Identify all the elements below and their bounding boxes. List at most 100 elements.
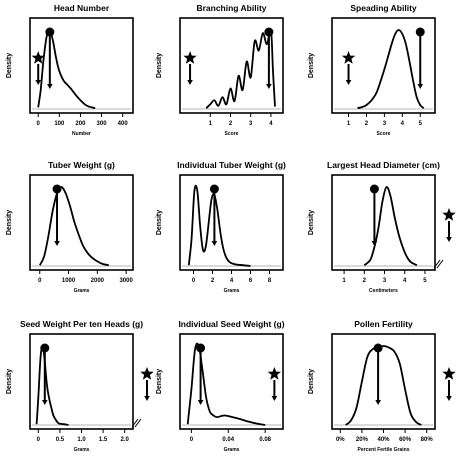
down-arrow-icon: [197, 400, 204, 405]
density-curve: [38, 186, 110, 267]
x-axis-label: Centimeters: [369, 288, 398, 294]
down-arrow-icon: [35, 80, 42, 85]
density-curve: [187, 184, 251, 267]
axis-break-mark: [433, 259, 441, 269]
down-arrow-icon: [345, 80, 352, 85]
x-tick-label: 3: [249, 121, 253, 127]
plot-frame: [331, 174, 436, 271]
y-axis-label: Density: [6, 53, 13, 78]
x-axis-label: Score: [377, 131, 391, 137]
x-tick-label: 0.08: [259, 437, 271, 443]
panel-title: Individual Tuber Weight (g): [177, 160, 286, 170]
x-axis-label: Percent Fertile Grains: [358, 447, 410, 453]
x-tick-label: 0%: [336, 437, 345, 443]
x-tick-label: 5: [423, 278, 427, 284]
x-tick-label: 2000: [91, 278, 105, 284]
x-tick-label: 4: [230, 278, 234, 284]
axis-break-mark: [436, 259, 444, 269]
down-arrow-icon: [47, 84, 53, 89]
down-arrow-icon: [41, 400, 48, 405]
panel-title: Seed Weight Per ten Heads (g): [20, 319, 143, 329]
x-tick-label: 2.0: [121, 437, 130, 443]
panel-title: Pollen Fertility: [354, 319, 413, 329]
x-tick-label: 80%: [421, 437, 434, 443]
panel-title: Largest Head Diameter (cm): [327, 160, 440, 170]
x-tick-label: 4: [269, 121, 273, 127]
dot-marker-icon: [373, 343, 383, 353]
down-arrow-icon: [417, 84, 424, 89]
x-axis-label: Number: [72, 131, 91, 137]
x-tick-label: 1: [209, 121, 213, 127]
density-panel: Branching Ability Density 1 2 3 4 Score: [156, 3, 284, 137]
x-axis-label: Score: [225, 131, 239, 137]
x-tick-label: 200: [75, 121, 86, 127]
x-tick-label: 1.5: [99, 437, 108, 443]
density-panel: Individual Tuber Weight (g) Density 0 2 4 6 8 G…: [156, 160, 286, 294]
x-axis-label: Grams: [74, 447, 90, 453]
down-arrow-icon: [211, 241, 218, 246]
down-arrow-icon: [446, 396, 452, 401]
plot-frame: [331, 333, 436, 430]
dot-marker-icon: [209, 184, 219, 194]
star-icon: [140, 367, 154, 380]
y-axis-label: Density: [308, 53, 315, 78]
star-icon: [267, 367, 281, 380]
density-panel: Tuber Weight (g) Density 0 1000 2000 3000 Gram…: [6, 160, 134, 294]
x-tick-label: 3: [383, 121, 387, 127]
panel-title: Speading Ability: [350, 3, 417, 13]
x-tick-label: 2: [211, 278, 215, 284]
density-curve: [205, 28, 276, 109]
star-icon: [183, 51, 197, 64]
star-icon: [341, 51, 356, 64]
x-tick-label: 0: [37, 121, 41, 127]
density-panel: Speading Ability Density 1 2 3 4 5 Score: [308, 3, 436, 137]
star-icon: [442, 367, 456, 380]
density-panel: Seed Weight Per ten Heads (g) Density 0 0.5…: [6, 319, 154, 453]
x-axis-label: Grams: [224, 288, 240, 294]
panel-title: Branching Ability: [196, 3, 266, 13]
dot-marker-icon: [196, 343, 206, 353]
down-arrow-icon: [271, 396, 278, 401]
dot-marker-icon: [40, 343, 50, 353]
down-arrow-icon: [144, 396, 150, 401]
density-panel: Largest Head Diameter (cm) Density 1 2 3 4 5 Ce…: [308, 160, 456, 294]
star-icon: [442, 208, 456, 221]
x-tick-label: 4: [401, 121, 405, 127]
dot-marker-icon: [369, 184, 379, 194]
axis-break-mark: [134, 418, 142, 428]
density-panel: Head Number Density 0 100 200 300 400 Number: [6, 3, 134, 137]
down-arrow-icon: [375, 400, 381, 405]
x-tick-label: 2: [363, 278, 367, 284]
x-tick-label: 1: [347, 121, 351, 127]
dot-marker-icon: [52, 184, 62, 194]
x-tick-label: 4: [403, 278, 407, 284]
y-axis-label: Density: [156, 53, 163, 78]
panel-title: Tuber Weight (g): [48, 160, 115, 170]
x-tick-label: 60%: [399, 437, 412, 443]
panel-title: Individual Seed Weight (g): [178, 319, 284, 329]
y-axis-label: Density: [6, 369, 13, 394]
x-tick-label: 40%: [377, 437, 390, 443]
x-tick-label: 0: [38, 278, 42, 284]
down-arrow-icon: [446, 237, 452, 242]
y-axis-label: Density: [308, 369, 315, 394]
axis-break-mark: [131, 418, 139, 428]
down-arrow-icon: [187, 80, 193, 85]
density-panel: Pollen Fertility Density 0% 20% 40% 60% 80% Per…: [308, 319, 456, 453]
x-tick-label: 1000: [62, 278, 76, 284]
plot-frame: [179, 17, 284, 114]
density-curve: [186, 342, 266, 426]
x-tick-label: 8: [268, 278, 272, 284]
down-arrow-icon: [371, 241, 378, 246]
x-axis-label: Grams: [74, 288, 90, 294]
x-tick-label: 2: [365, 121, 369, 127]
y-axis-label: Density: [156, 210, 163, 235]
dot-marker-icon: [415, 27, 425, 37]
density-curve: [345, 345, 422, 426]
plot-frame: [331, 17, 436, 114]
density-panel: Individual Seed Weight (g) Density 0 0.04 0.…: [156, 319, 285, 453]
plot-frame: [29, 174, 134, 271]
y-axis-label: Density: [308, 210, 315, 235]
x-tick-label: 6: [249, 278, 253, 284]
